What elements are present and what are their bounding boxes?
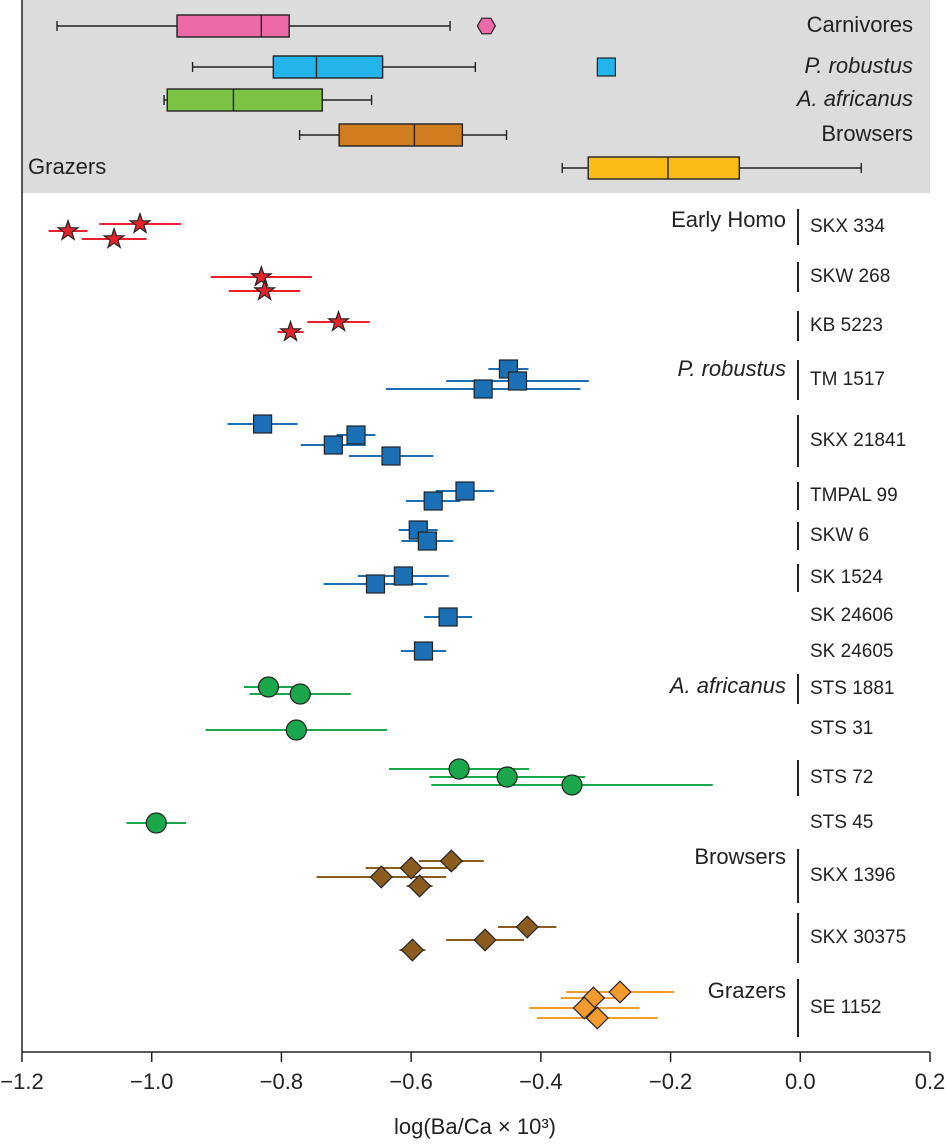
box [338, 123, 464, 147]
x-tick-label: −0.2 [649, 1069, 692, 1094]
group-label: P. robustus [678, 356, 786, 381]
marker [596, 57, 616, 77]
group-label: Grazers [708, 978, 786, 1003]
specimen-label: STS 72 [810, 767, 873, 788]
marker [423, 491, 443, 511]
marker [257, 676, 280, 698]
marker [413, 641, 434, 661]
marker [289, 683, 311, 705]
specimen-label: TM 1517 [810, 369, 885, 390]
marker [285, 719, 307, 741]
box-label: Carnivores [807, 12, 913, 37]
specimen-label: SKX 30375 [810, 927, 906, 948]
specimen-label: SKX 21841 [810, 430, 906, 451]
specimen-label: KB 5223 [810, 315, 883, 336]
marker [323, 435, 343, 455]
x-axis-label: log(Ba/Ca × 10³) [394, 1114, 556, 1139]
specimen-label: TMPAL 99 [810, 485, 898, 506]
marker [561, 774, 583, 796]
marker [507, 371, 528, 391]
marker [365, 574, 386, 594]
specimen-label: SKX 334 [810, 216, 885, 237]
specimen-label: SKW 268 [810, 266, 890, 287]
x-tick-label: 0.0 [785, 1069, 816, 1094]
marker [455, 481, 475, 501]
x-tick-label: −1.2 [0, 1069, 43, 1094]
x-tick-label: 0.2 [915, 1069, 946, 1094]
specimen-label: SKX 1396 [810, 865, 896, 886]
x-tick-label: −1.0 [130, 1069, 173, 1094]
box [272, 55, 384, 79]
specimen-label: STS 31 [810, 718, 873, 739]
marker [473, 379, 493, 399]
marker [585, 1006, 609, 1030]
group-label: Early Homo [671, 207, 786, 232]
group-label: A. africanus [668, 673, 786, 698]
box-label: P. robustus [805, 53, 913, 78]
marker [473, 928, 497, 952]
marker [326, 309, 351, 332]
marker [496, 766, 518, 788]
x-tick-label: −0.8 [260, 1069, 303, 1094]
specimen-label: SKW 6 [810, 525, 869, 546]
box [166, 88, 323, 112]
specimen-label: SE 1152 [810, 997, 881, 1018]
marker [448, 758, 470, 780]
group-label: Browsers [694, 844, 786, 869]
specimen-label: STS 45 [810, 812, 873, 833]
marker [572, 996, 596, 1020]
marker [439, 849, 464, 873]
box-label: Grazers [28, 154, 106, 179]
marker [249, 264, 273, 287]
box [176, 14, 290, 38]
marker [253, 414, 273, 434]
marker [438, 607, 458, 627]
box-label: A. africanus [795, 86, 913, 111]
box-label: Browsers [821, 121, 913, 146]
specimen-label: SK 24606 [810, 605, 893, 626]
box [587, 156, 741, 180]
marker [56, 218, 80, 241]
marker [393, 566, 413, 586]
x-tick-label: −0.4 [519, 1069, 562, 1094]
marker [252, 278, 277, 301]
marker [476, 17, 497, 35]
marker [417, 531, 437, 551]
box-panel [22, 0, 930, 193]
marker [608, 980, 632, 1004]
marker [102, 226, 126, 249]
marker [278, 319, 303, 342]
specimen-label: SK 1524 [810, 567, 883, 588]
marker [128, 211, 152, 234]
marker [399, 856, 423, 880]
x-tick-label: −0.6 [389, 1069, 432, 1094]
marker [407, 874, 432, 898]
marker [369, 865, 393, 889]
marker [346, 425, 366, 445]
specimen-label: SK 24605 [810, 641, 893, 662]
marker [515, 915, 539, 939]
marker [400, 938, 425, 962]
marker [145, 812, 167, 834]
marker [381, 446, 401, 466]
specimen-label: STS 1881 [810, 678, 895, 699]
